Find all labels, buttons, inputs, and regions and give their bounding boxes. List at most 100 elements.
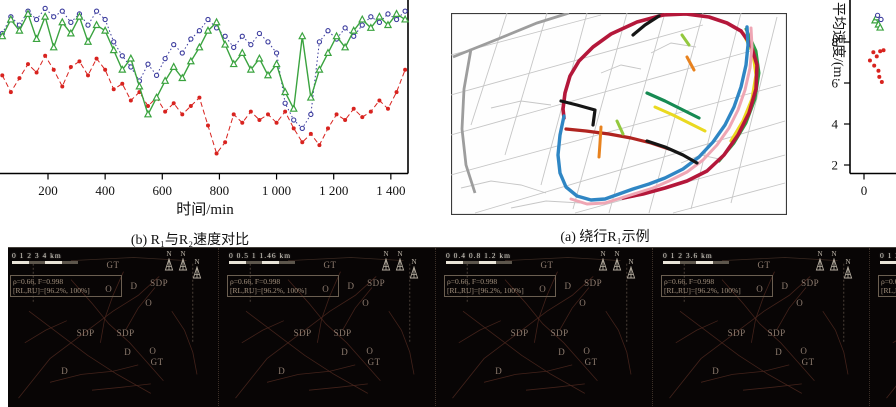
map-annotation-gt: GT xyxy=(801,356,815,367)
map-annotation-d: D xyxy=(61,366,69,377)
metrics-line: [RL,RU]=[96.2%, 100%] xyxy=(447,286,524,295)
route-lightgreen-a xyxy=(615,119,625,136)
route-crimson-main-loop xyxy=(561,13,665,120)
scale-text: 0 0.4 0.8 1.2 km xyxy=(446,251,511,260)
north-arrow-icon: N xyxy=(596,251,610,279)
map-road xyxy=(730,16,778,204)
north-arrow-icon: N xyxy=(379,251,393,279)
map-annotation-gt: GT xyxy=(150,356,164,367)
map-road xyxy=(490,100,552,109)
map-annotation-o: O xyxy=(583,345,591,356)
north-arrow-icon: N xyxy=(176,251,190,279)
x-axis-label: 时间/min xyxy=(176,201,234,218)
avg-speed-chart-partial: 平均速度/(m· 8 6 4 2 0 xyxy=(830,0,896,198)
map-annotation-d: D xyxy=(712,366,720,377)
route-teal-mid xyxy=(645,91,701,120)
map-annotation-gt: GT xyxy=(540,260,554,271)
north-arrow-icon: N xyxy=(827,251,841,279)
map-road xyxy=(504,13,548,156)
y-axis-label: 平均速度/(m· xyxy=(830,2,846,82)
scale-text: 0 1 2 3.6 km xyxy=(663,251,713,260)
map-annotation-o: O xyxy=(579,298,587,309)
map-annotation-o: O xyxy=(800,345,808,356)
scale-text: 0 1 2 3 4 km xyxy=(12,251,62,260)
map-road xyxy=(572,13,628,210)
metrics-box: ρ=0.66, F=0.998[RL,RU]=[96.2%, 100%] xyxy=(878,275,896,297)
map-annotation-d: D xyxy=(278,366,286,377)
scale-text: 0 0.5 1 1.46 km xyxy=(229,251,292,260)
evaluation-panel-5: 0 1 2 km ρ=0.66, F=0.998[RL,RU]=[96.2%, 1… xyxy=(876,248,896,406)
map-road xyxy=(451,84,782,176)
map-annotation-o: O xyxy=(539,284,547,295)
route-yellow-mid xyxy=(653,105,707,133)
route-black-b xyxy=(559,99,597,127)
map-road xyxy=(470,13,508,126)
route-crimson-top-right xyxy=(661,13,743,33)
map-annotation-o: O xyxy=(105,284,113,295)
x-tick-label: 0 xyxy=(861,183,868,198)
metrics-line: ρ=0.66, F=0.998 xyxy=(230,277,281,286)
scale-bar-segments xyxy=(663,261,729,264)
map-annotation-sdp: SDP xyxy=(584,277,603,288)
map-scale-bar: 0 1 2 km xyxy=(880,251,896,264)
x-tick-label: 1 400 xyxy=(376,183,405,198)
map-annotation-d: D xyxy=(495,366,503,377)
north-arrow-icon: N xyxy=(624,259,638,279)
route-black-c xyxy=(645,139,699,165)
map-annotation-d: D xyxy=(564,280,572,291)
scale-bar-segments xyxy=(446,261,512,264)
series-red-dashed-filled-circles xyxy=(1,54,406,155)
metrics-line: [RL,RU]=[96.2%, 100%] xyxy=(664,286,741,295)
map-annotation-d: D xyxy=(558,347,566,358)
x-tick-label: 600 xyxy=(153,183,173,198)
x-tick-label: 200 xyxy=(38,183,58,198)
north-arrow-icon: N xyxy=(813,251,827,279)
y-tick-label: 2 xyxy=(832,158,839,173)
map-annotation-d: D xyxy=(124,347,132,358)
metrics-line: ρ=0.66, F=0.998 xyxy=(664,277,715,286)
scale-bar-segments xyxy=(880,261,896,264)
map-annotation-d: D xyxy=(341,347,349,358)
x-tick-label: 400 xyxy=(95,183,115,198)
map-scale-bar: 0 1 2 3.6 km xyxy=(663,251,729,264)
route-crimson-right-descent xyxy=(621,29,759,200)
map-annotation-sdp: SDP xyxy=(333,328,352,339)
map-annotation-gt: GT xyxy=(584,356,598,367)
map-annotation-d: D xyxy=(130,280,138,291)
map-annotation-sdp: SDP xyxy=(367,277,386,288)
scale-bar-segments xyxy=(12,261,78,264)
y-tick-label: 6 xyxy=(832,76,839,91)
metrics-line: ρ=0.66, F=0.998 xyxy=(447,277,498,286)
map-road xyxy=(451,24,704,96)
metrics-box: ρ=0.66, F=0.998[RL,RU]=[96.2%, 100%] xyxy=(444,275,556,297)
metrics-line: [RL,RU]=[96.2%, 100%] xyxy=(881,286,896,295)
detour-route-map xyxy=(451,13,787,215)
map-annotation-sdp: SDP xyxy=(550,328,569,339)
map-annotation-d: D xyxy=(347,280,355,291)
map-scale-bar: 0 0.4 0.8 1.2 km xyxy=(446,251,512,264)
north-arrow-icon: N xyxy=(162,251,176,279)
route-orange-upper xyxy=(685,55,696,72)
x-tick-label: 1 000 xyxy=(262,183,291,198)
map-annotation-gt: GT xyxy=(106,260,120,271)
map-scale-bar: 0 1 2 3 4 km xyxy=(12,251,78,264)
map-annotation-o: O xyxy=(756,284,764,295)
map-annotation-o: O xyxy=(796,298,804,309)
y-tick-label: 8 xyxy=(832,35,839,50)
map-annotation-gt: GT xyxy=(367,356,381,367)
map-annotation-sdp: SDP xyxy=(510,328,529,339)
map-annotation-sdp: SDP xyxy=(76,328,95,339)
metrics-line: ρ=0.66, F=0.998 xyxy=(13,277,64,286)
map-annotation-sdp: SDP xyxy=(727,328,746,339)
map-main-road xyxy=(460,48,477,194)
metrics-line: ρ=0.66, F=0.998 xyxy=(881,277,896,286)
evaluation-panels-strip: 0 1 2 3 4 km ρ=0.66, F=0.998 [RL,RU]=[96.2… xyxy=(8,247,896,407)
north-arrow-icon: N xyxy=(610,251,624,279)
north-arrow-icon: N xyxy=(407,259,421,279)
route-pink-bottom xyxy=(569,26,754,206)
evaluation-panel-1: 0 1 2 3 4 km ρ=0.66, F=0.998 [RL,RU]=[96.2… xyxy=(8,248,219,406)
map-road xyxy=(608,13,666,214)
map-scale-bar: 0 0.5 1 1.46 km xyxy=(229,251,295,264)
caption-subfigure-a: (a) 绕行R₁示例 xyxy=(560,230,650,245)
